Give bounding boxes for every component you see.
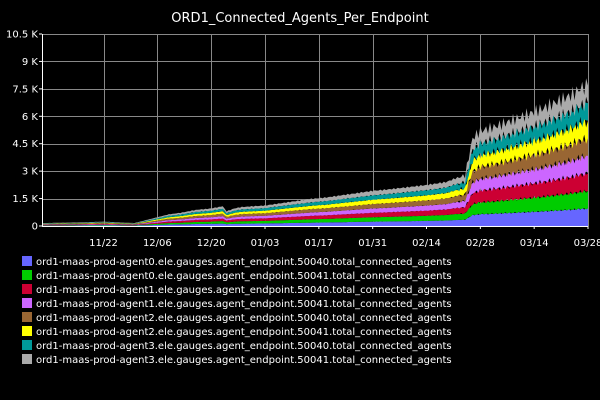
series-area-5 <box>42 134 588 225</box>
y-tick-label: 3 K <box>22 167 39 178</box>
series-area-3 <box>42 171 588 226</box>
legend-label: ord1-maas-prod-agent3.ele.gauges.agent_e… <box>36 341 452 352</box>
y-tick-label: 1.5 K <box>12 194 38 205</box>
x-tick-label: 02/28 <box>466 238 495 249</box>
x-tick-label: 02/14 <box>412 238 441 249</box>
legend-swatch <box>22 256 32 266</box>
legend-label: ord1-maas-prod-agent0.ele.gauges.agent_e… <box>36 257 452 268</box>
y-tick-label: 7.5 K <box>12 84 38 95</box>
y-tick-label: 6 K <box>22 112 39 123</box>
legend-label: ord1-maas-prod-agent3.ele.gauges.agent_e… <box>36 355 452 366</box>
legend-label: ord1-maas-prod-agent1.ele.gauges.agent_e… <box>36 285 452 296</box>
legend-swatch <box>22 298 32 308</box>
x-tick-label: 12/20 <box>197 238 226 249</box>
legend-label: ord1-maas-prod-agent1.ele.gauges.agent_e… <box>36 299 452 310</box>
x-tick-label: 03/14 <box>520 238 549 249</box>
y-tick-label: 9 K <box>22 57 39 68</box>
y-tick-label: 4.5 K <box>12 139 38 150</box>
legend-swatch <box>22 340 32 350</box>
legend-label: ord1-maas-prod-agent0.ele.gauges.agent_e… <box>36 271 452 282</box>
legend-label: ord1-maas-prod-agent2.ele.gauges.agent_e… <box>36 327 452 338</box>
legend-swatch <box>22 284 32 294</box>
series-area-4 <box>42 152 588 225</box>
x-tick-label: 01/17 <box>304 238 333 249</box>
series-area-layer <box>42 78 588 226</box>
x-tick-label: 01/31 <box>358 238 387 249</box>
x-tick-label: 11/22 <box>89 238 118 249</box>
legend-swatch <box>22 326 32 336</box>
series-area-1 <box>42 207 588 226</box>
series-area-2 <box>42 190 588 226</box>
chart-title: ORD1_Connected_Agents_Per_Endpoint <box>171 11 428 26</box>
x-tick-label: 12/06 <box>143 238 172 249</box>
legend-swatch <box>22 270 32 280</box>
x-tick-label: 01/03 <box>251 238 280 249</box>
legend-swatch <box>22 312 32 322</box>
legend-label: ord1-maas-prod-agent2.ele.gauges.agent_e… <box>36 313 452 324</box>
y-tick-label: 0 <box>32 222 38 233</box>
y-tick-label: 10.5 K <box>6 30 38 41</box>
legend-swatch <box>22 354 32 364</box>
legend: ord1-maas-prod-agent0.ele.gauges.agent_e… <box>22 256 452 366</box>
x-tick-label: 03/28 <box>574 238 600 249</box>
axis-layer: 0 1.5 K 3 K 4.5 K 6 K 7.5 K 9 K 10.5 K 11/22 12/0… <box>6 30 600 250</box>
